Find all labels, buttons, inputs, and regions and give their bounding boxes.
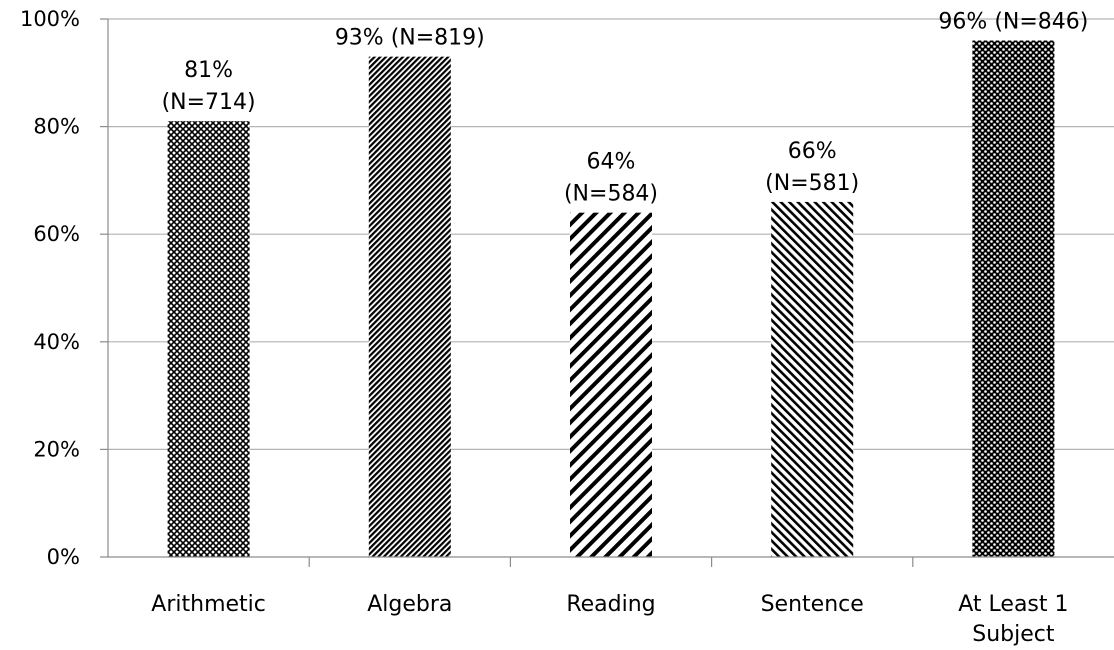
data-label-1-line: (N=714) (162, 90, 256, 115)
data-label-2: 93% (N=819) (335, 26, 485, 51)
data-label-4-line: 66% (788, 139, 837, 164)
bar-4 (771, 202, 853, 557)
x-tick-label-1: Arithmetic (151, 592, 266, 617)
bar-1 (168, 121, 250, 557)
x-axis: Arithmetic Algebra Reading Sentence At Least… (108, 557, 1114, 647)
data-label-5: 96% (N=846) (938, 10, 1088, 35)
y-axis: 0% 20% 40% 60% 80% 100% (20, 7, 108, 569)
x-tick-label-5-line: Subject (972, 622, 1055, 647)
x-tick-label-2-line: Algebra (367, 592, 452, 617)
bar-5 (972, 41, 1054, 557)
data-label-3-line: 64% (587, 150, 636, 175)
y-tick-label: 100% (20, 7, 80, 31)
x-tick-label-4: Sentence (761, 592, 864, 617)
x-tick-label-4-line: Sentence (761, 592, 864, 617)
bars (168, 41, 1055, 557)
y-tick-label: 60% (33, 222, 80, 246)
data-label-5-line: 96% (N=846) (938, 10, 1088, 35)
data-label-2-line: 93% (N=819) (335, 26, 485, 51)
data-label-3-line: (N=584) (564, 182, 658, 207)
bar-3 (570, 213, 652, 557)
x-tick-label-1-line: Arithmetic (151, 592, 266, 617)
data-label-4: 66% (N=581) (765, 139, 859, 196)
data-label-1: 81% (N=714) (162, 58, 256, 115)
data-label-3: 64% (N=584) (564, 150, 658, 207)
data-label-4-line: (N=581) (765, 171, 859, 196)
y-tick-label: 0% (47, 545, 80, 569)
data-label-1-line: 81% (184, 58, 233, 83)
y-tick-label: 20% (33, 437, 80, 461)
data-labels: 81% (N=714) 93% (N=819) 64% (N=584) 66% (N=581… (162, 10, 1089, 207)
y-tick-label: 40% (33, 330, 80, 354)
x-tick-label-3: Reading (566, 592, 655, 617)
x-tick-label-5: At Least 1 Subject (958, 592, 1068, 647)
x-tick-label-2: Algebra (367, 592, 452, 617)
x-tick-label-3-line: Reading (566, 592, 655, 617)
x-tick-label-5-line: At Least 1 (958, 592, 1068, 617)
bar-2 (369, 57, 451, 557)
y-tick-label: 80% (33, 115, 80, 139)
